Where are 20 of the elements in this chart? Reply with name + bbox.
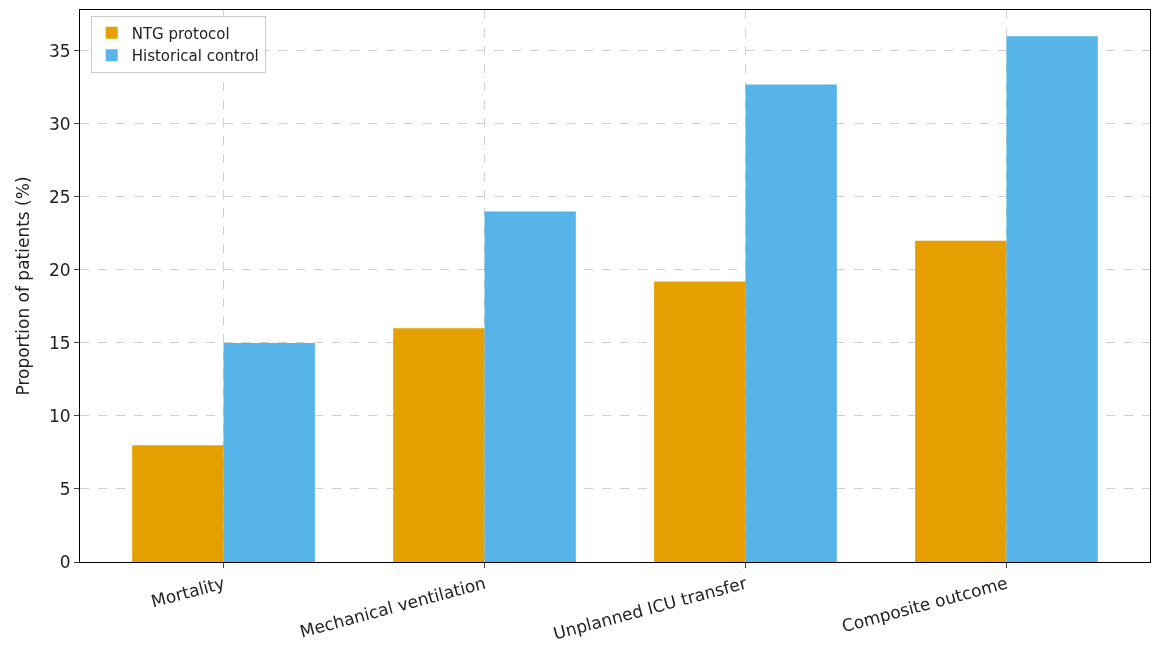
y-tick-label: 10 (48, 405, 71, 426)
bar (915, 240, 1007, 562)
bar (654, 281, 746, 562)
bar (132, 445, 224, 562)
bar (223, 342, 315, 562)
bar (1006, 36, 1098, 562)
legend-label: NTG protocol (131, 24, 230, 43)
legend-label: Historical control (131, 47, 259, 66)
y-tick-label: 15 (48, 332, 71, 353)
y-tick-label: 0 (59, 551, 71, 572)
y-tick-label: 20 (48, 259, 71, 280)
y-tick-label: 35 (48, 40, 71, 61)
y-tick-label: 25 (48, 186, 71, 207)
bar (484, 211, 576, 562)
y-tick-label: 5 (59, 478, 71, 499)
y-axis-title: Proportion of patients (%) (12, 176, 33, 396)
y-tick-label: 30 (48, 113, 71, 134)
bar (745, 84, 837, 562)
x-tick-label: Mortality (148, 572, 227, 612)
bar (393, 328, 485, 562)
